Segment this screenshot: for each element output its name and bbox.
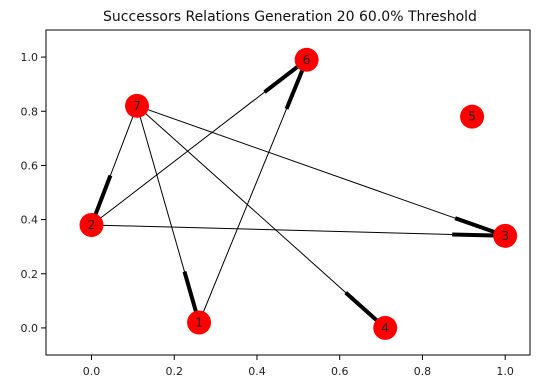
edge-arrow-7-2 [93,174,113,216]
y-tick-label: 0.6 [21,159,39,172]
y-tick-label: 0.4 [21,214,39,227]
graph-node-2: 2 [79,213,104,237]
node-circle-6 [294,47,319,72]
y-axis-ticks: 0.0 0.2 0.4 0.6 0.8 1.0 [21,51,46,335]
y-tick-label: 0.0 [21,322,39,335]
node-circle-1 [187,310,212,335]
edge-arrow-2-3 [452,232,495,238]
node-label-3: 3 [501,229,509,243]
x-tick-label: 0.2 [165,365,183,378]
edge-arrow-7-4 [344,291,379,323]
node-circle-3 [493,223,518,248]
edge-arrow-7-1 [182,270,198,313]
graph-node-6: 6 [294,47,319,72]
edge-line-7-3 [136,105,506,237]
y-tick-label: 1.0 [21,51,39,64]
node-label-5: 5 [468,110,476,124]
graph-nodes: 1 2 3 4 5 6 7 [79,47,518,340]
node-label-7: 7 [133,99,141,113]
graph-node-4: 4 [373,315,398,340]
node-label-6: 6 [303,53,311,67]
node-circle-5 [460,104,485,129]
x-tick-label: 1.0 [496,365,514,378]
graph-node-5: 5 [460,104,485,129]
y-tick-label: 0.8 [21,105,39,118]
x-tick-label: 0.6 [331,365,349,378]
edge-arrow-2-6 [263,64,300,94]
x-tick-label: 0.4 [248,365,266,378]
node-label-2: 2 [88,218,96,232]
edge-line-2-3 [91,224,506,237]
node-circle-7 [125,93,150,118]
x-tick-label: 0.0 [83,365,101,378]
edge-arrow-7-3 [454,216,496,235]
node-label-4: 4 [381,321,389,335]
graph-node-7: 7 [125,93,150,118]
graph-edges [91,59,506,329]
node-circle-2 [79,213,104,237]
plot-frame [45,29,531,356]
edge-line-7-4 [136,105,386,329]
x-tick-label: 0.8 [414,365,432,378]
graph-node-1: 1 [187,310,212,335]
edge-arrow-1-6 [284,69,305,110]
x-axis-ticks: 0.0 0.2 0.4 0.6 0.8 1.0 [83,355,514,378]
node-circle-4 [373,315,398,340]
node-label-1: 1 [195,316,203,330]
y-tick-label: 0.2 [21,268,39,281]
chart-title: Successors Relations Generation 20 60.0%… [103,9,477,25]
graph-node-3: 3 [493,223,518,248]
